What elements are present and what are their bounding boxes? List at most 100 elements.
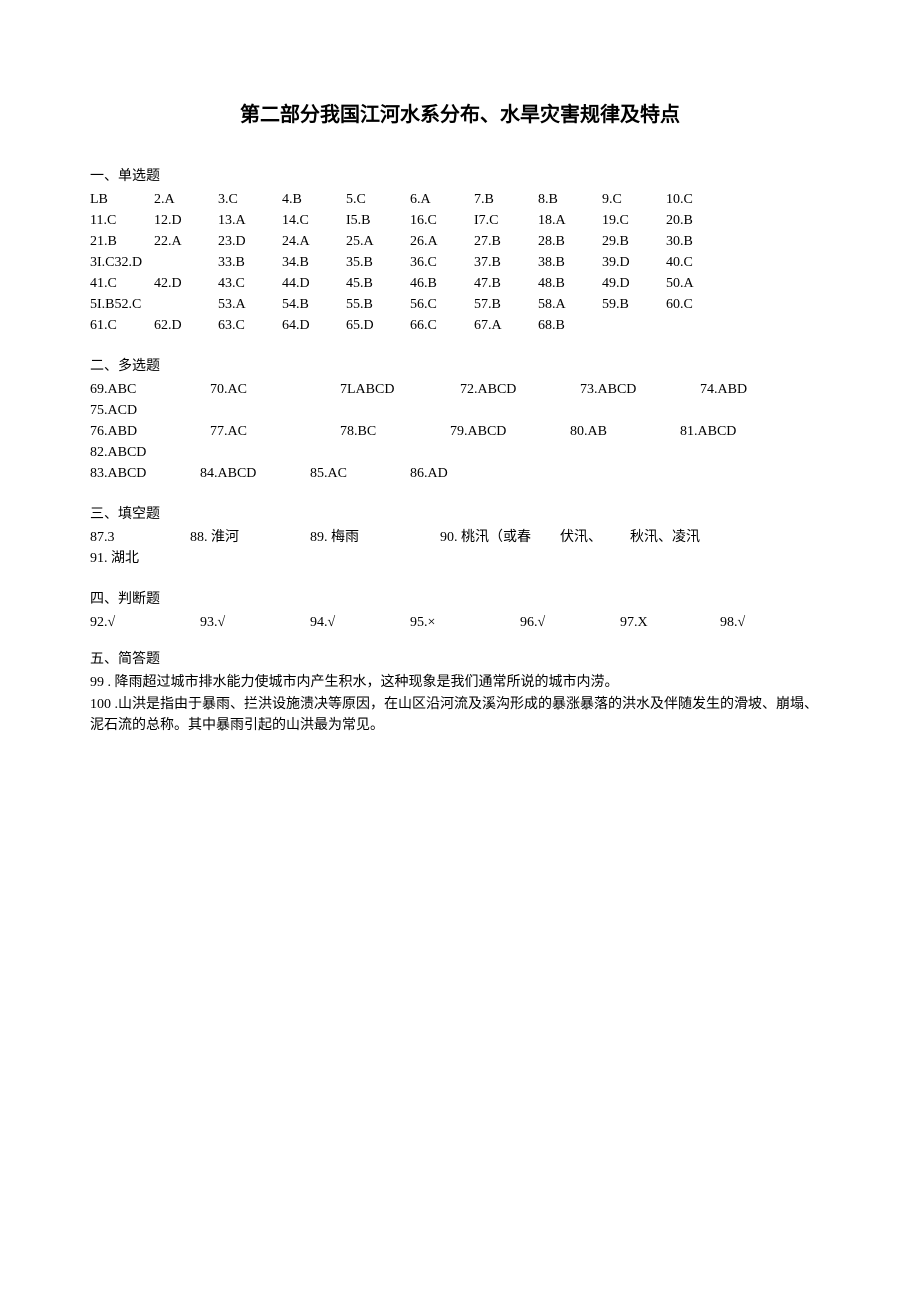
ans: 82.ABCD: [90, 442, 190, 463]
ans: 70.AC: [210, 379, 340, 400]
ans: 91. 湖北: [90, 548, 163, 569]
single-row-1: 11.C 12.D 13.A 14.C I5.B 16.C I7.C 18.A …: [90, 210, 830, 231]
ans: 64.D: [282, 315, 346, 336]
ans: 61.C: [90, 315, 154, 336]
section-heading-single: 一、单选题: [90, 166, 830, 187]
ans: 84.ABCD: [200, 463, 310, 484]
ans: 62.D: [154, 315, 218, 336]
ans: 5.C: [346, 189, 410, 210]
multi-row-3: 82.ABCD: [90, 442, 830, 463]
ans: 66.C: [410, 315, 474, 336]
ans: 67.A: [474, 315, 538, 336]
ans: 10.C: [666, 189, 730, 210]
ans: 47.B: [474, 273, 538, 294]
ans: 60.C: [666, 294, 730, 315]
ans: 11.C: [90, 210, 154, 231]
judge-answers: 92.√ 93.√ 94.√ 95.× 96.√ 97.X 98.√: [90, 612, 830, 633]
ans: 46.B: [410, 273, 474, 294]
multi-row-1: 75.ACD: [90, 400, 830, 421]
ans: 89. 梅雨: [310, 527, 440, 548]
ans: 24.A: [282, 231, 346, 252]
ans: 34.B: [282, 252, 346, 273]
single-row-2: 21.B 22.A 23.D 24.A 25.A 26.A 27.B 28.B …: [90, 231, 830, 252]
ans: 42.D: [154, 273, 218, 294]
ans: 45.B: [346, 273, 410, 294]
ans: 21.B: [90, 231, 154, 252]
ans: I7.C: [474, 210, 538, 231]
single-row-5: 5I.B52.C 53.A 54.B 55.B 56.C 57.B 58.A 5…: [90, 294, 830, 315]
ans: 56.C: [410, 294, 474, 315]
ans: 69.ABC: [90, 379, 210, 400]
single-row-6: 61.C 62.D 63.C 64.D 65.D 66.C 67.A 68.B: [90, 315, 830, 336]
ans: 22.A: [154, 231, 218, 252]
multi-row-2: 76.ABD 77.AC 78.BC 79.ABCD 80.AB 81.ABCD: [90, 421, 830, 442]
ans: 57.B: [474, 294, 538, 315]
ans: 秋汛、凌汛: [630, 527, 724, 548]
section-heading-short: 五、简答题: [90, 649, 830, 670]
ans: 30.B: [666, 231, 730, 252]
section-heading-judge: 四、判断题: [90, 589, 830, 610]
ans: 19.C: [602, 210, 666, 231]
multi-row-0: 69.ABC 70.AC 7LABCD 72.ABCD 73.ABCD 74.A…: [90, 379, 830, 400]
ans: 5I.B52.C: [90, 294, 218, 315]
ans: 39.D: [602, 252, 666, 273]
ans: 75.ACD: [90, 400, 190, 421]
short-item-0: 99 . 降雨超过城市排水能力使城市内产生积水，这种现象是我们通常所说的城市内涝…: [90, 672, 830, 694]
single-answers: LB 2.A 3.C 4.B 5.C 6.A 7.B 8.B 9.C 10.C …: [90, 189, 830, 336]
ans: 37.B: [474, 252, 538, 273]
ans: 27.B: [474, 231, 538, 252]
ans: 26.A: [410, 231, 474, 252]
ans: 12.D: [154, 210, 218, 231]
ans: 48.B: [538, 273, 602, 294]
ans: 78.BC: [340, 421, 450, 442]
ans: 3I.C32.D: [90, 252, 218, 273]
ans: 伏汛、: [560, 527, 630, 548]
ans: 97.X: [620, 612, 720, 633]
fill-row-1: 91. 湖北: [90, 548, 830, 569]
multi-answers: 69.ABC 70.AC 7LABCD 72.ABCD 73.ABCD 74.A…: [90, 379, 830, 484]
ans: 36.C: [410, 252, 474, 273]
ans: 79.ABCD: [450, 421, 570, 442]
ans: 4.B: [282, 189, 346, 210]
ans: 38.B: [538, 252, 602, 273]
ans: 95.×: [410, 612, 520, 633]
multi-row-4: 83.ABCD 84.ABCD 85.AC 86.AD: [90, 463, 830, 484]
ans: 53.A: [218, 294, 282, 315]
short-item-1: 100 .山洪是指由于暴雨、拦洪设施溃决等原因，在山区沿河流及溪沟形成的暴涨暴落…: [90, 694, 830, 737]
judge-row-0: 92.√ 93.√ 94.√ 95.× 96.√ 97.X 98.√: [90, 612, 830, 633]
ans: 76.ABD: [90, 421, 210, 442]
ans: 2.A: [154, 189, 218, 210]
ans: 7LABCD: [340, 379, 460, 400]
ans: 85.AC: [310, 463, 410, 484]
ans: 28.B: [538, 231, 602, 252]
ans: 35.B: [346, 252, 410, 273]
ans: 83.ABCD: [90, 463, 200, 484]
ans: 96.√: [520, 612, 620, 633]
ans: 92.√: [90, 612, 200, 633]
ans: 55.B: [346, 294, 410, 315]
ans: 88. 淮河: [190, 527, 310, 548]
ans: 29.B: [602, 231, 666, 252]
ans: 6.A: [410, 189, 474, 210]
ans: 94.√: [310, 612, 410, 633]
section-heading-multi: 二、多选题: [90, 356, 830, 377]
ans: 77.AC: [210, 421, 340, 442]
ans: 9.C: [602, 189, 666, 210]
ans: 23.D: [218, 231, 282, 252]
ans: LB: [90, 189, 154, 210]
ans: 14.C: [282, 210, 346, 231]
ans: 65.D: [346, 315, 410, 336]
short-answers: 99 . 降雨超过城市排水能力使城市内产生积水，这种现象是我们通常所说的城市内涝…: [90, 672, 830, 737]
ans: 33.B: [218, 252, 282, 273]
ans: 40.C: [666, 252, 730, 273]
fill-row-0: 87.3 88. 淮河 89. 梅雨 90. 桃汛（或春 伏汛、 秋汛、凌汛: [90, 527, 830, 548]
section-heading-fill: 三、填空题: [90, 504, 830, 525]
ans: 87.3: [90, 527, 190, 548]
fill-answers: 87.3 88. 淮河 89. 梅雨 90. 桃汛（或春 伏汛、 秋汛、凌汛 9…: [90, 527, 830, 569]
ans: 49.D: [602, 273, 666, 294]
ans: 80.AB: [570, 421, 680, 442]
ans: 43.C: [218, 273, 282, 294]
ans: 59.B: [602, 294, 666, 315]
ans: 86.AD: [410, 463, 510, 484]
ans: 63.C: [218, 315, 282, 336]
